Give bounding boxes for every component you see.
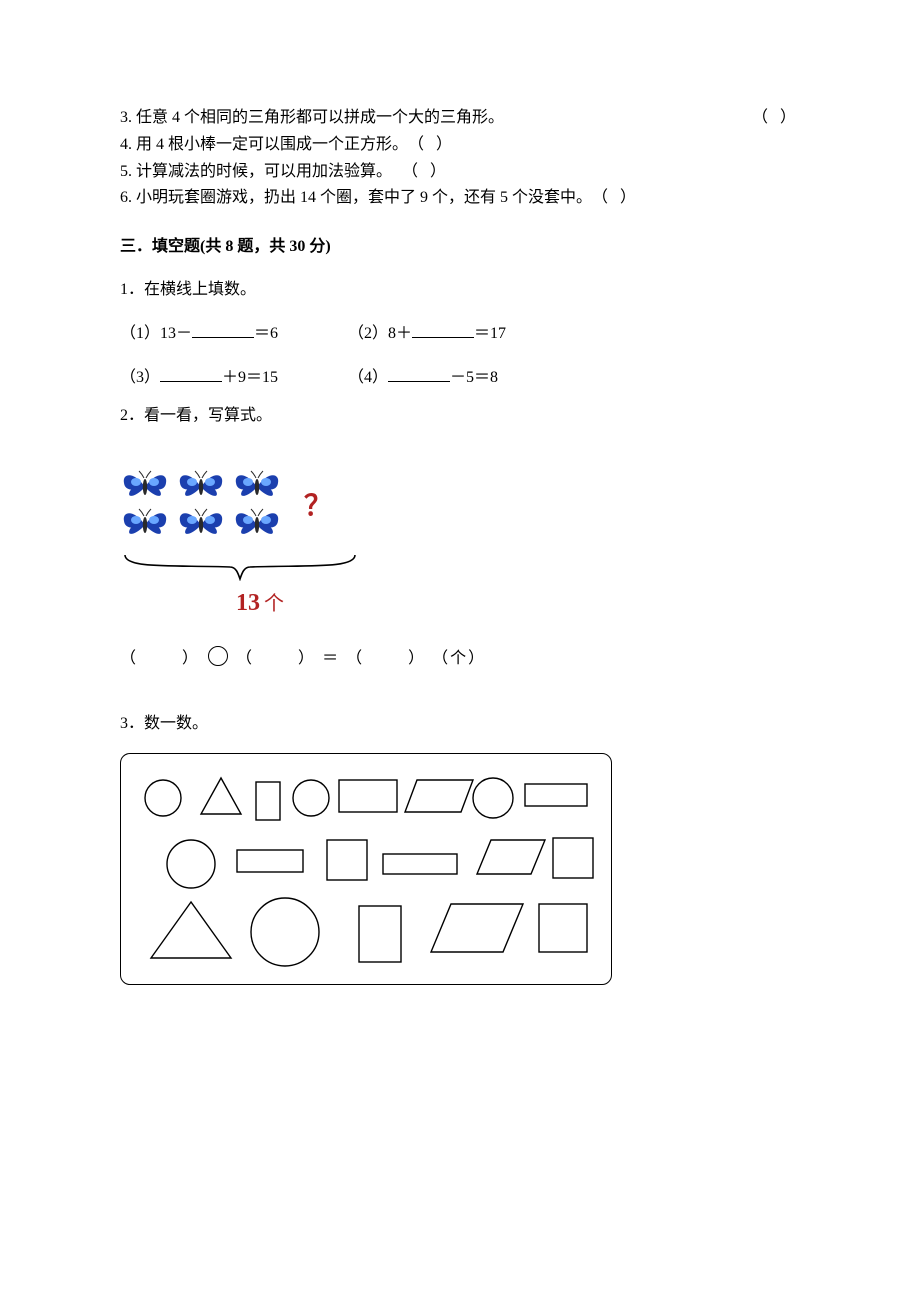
- tf-item: 4. 用 4 根小棒一定可以围成一个正方形。 （ ）: [120, 133, 800, 158]
- operator-circle-icon[interactable]: [208, 646, 228, 666]
- q3-stem: 3．数一数。: [120, 712, 800, 737]
- butterfly-group: [120, 469, 282, 545]
- rectangle-icon: [359, 906, 401, 962]
- triangle-icon: [201, 778, 241, 814]
- tf-num: 6.: [120, 189, 132, 206]
- tf-num: 3.: [120, 109, 132, 126]
- triangle-icon: [151, 902, 231, 958]
- rectangle-icon: [525, 784, 587, 806]
- tf-item: 3. 任意 4 个相同的三角形都可以拼成一个大的三角形。 （ ）: [120, 106, 800, 131]
- q1-item-4: （4）－5＝8: [348, 365, 498, 391]
- butterfly-row: [120, 469, 282, 505]
- q1-item-3: （3）＋9＝15: [120, 365, 278, 391]
- tf-paren[interactable]: （ ）: [402, 160, 450, 185]
- tf-paren[interactable]: （ ）: [752, 106, 800, 131]
- circle-icon: [473, 778, 513, 818]
- square-icon: [539, 904, 587, 952]
- tf-text: 用 4 根小棒一定可以围成一个正方形。: [136, 136, 408, 153]
- shapes-frame: [120, 753, 612, 985]
- circle-icon: [293, 780, 329, 816]
- q1-item-2: （2）8＋＝17: [348, 321, 506, 347]
- tf-num: 5.: [120, 163, 132, 180]
- circle-icon: [251, 898, 319, 966]
- tf-text: 任意 4 个相同的三角形都可以拼成一个大的三角形。: [136, 109, 504, 126]
- question-mark-icon: ？: [304, 485, 332, 528]
- butterfly-icon: [176, 469, 226, 505]
- parallelogram-icon: [405, 780, 473, 812]
- fill-blank[interactable]: [192, 321, 254, 338]
- parallelogram-icon: [477, 840, 545, 874]
- rectangle-icon: [256, 782, 280, 820]
- tf-text: 小明玩套圈游戏，扔出 14 个圈，套中了 9 个，还有 5 个没套中。: [136, 189, 592, 206]
- tf-paren[interactable]: （ ）: [592, 186, 640, 211]
- fill-blank[interactable]: [388, 365, 450, 382]
- q2-stem: 2．看一看，写算式。: [120, 404, 800, 429]
- fill-blank[interactable]: [412, 321, 474, 338]
- square-icon: [327, 840, 367, 880]
- q1-row-2: （3）＋9＝15 （4）－5＝8: [120, 365, 800, 391]
- brace-label: 13个: [120, 585, 400, 622]
- q1-stem: 1．在横线上填数。: [120, 278, 800, 303]
- question-2: 2．看一看，写算式。: [120, 404, 800, 672]
- true-false-list: 3. 任意 4 个相同的三角形都可以拼成一个大的三角形。 （ ） 4. 用 4 …: [120, 106, 800, 211]
- butterfly-icon: [120, 469, 170, 505]
- fill-blank[interactable]: [160, 365, 222, 382]
- square-icon: [553, 838, 593, 878]
- q2-equation: （ ） （ ） ＝ （ ） （个）: [120, 646, 800, 672]
- rectangle-icon: [339, 780, 397, 812]
- q1-row-1: （1）13－＝6 （2）8＋＝17: [120, 321, 800, 347]
- parallelogram-icon: [431, 904, 523, 952]
- butterfly-icon: [176, 507, 226, 543]
- brace-number: 13: [236, 590, 260, 616]
- circle-icon: [145, 780, 181, 816]
- tf-item: 6. 小明玩套圈游戏，扔出 14 个圈，套中了 9 个，还有 5 个没套中。 （…: [120, 186, 800, 211]
- tf-num: 4.: [120, 136, 132, 153]
- butterfly-row: [120, 507, 282, 543]
- section-title: 三．填空题(共 8 题，共 30 分): [120, 235, 800, 260]
- butterfly-icon: [232, 469, 282, 505]
- rectangle-icon: [237, 850, 303, 872]
- butterfly-icon: [232, 507, 282, 543]
- shapes-svg: [121, 754, 611, 984]
- q1-item-1: （1）13－＝6: [120, 321, 278, 347]
- circle-icon: [167, 840, 215, 888]
- rectangle-icon: [383, 854, 457, 874]
- butterfly-figure: ？ 13个: [120, 469, 400, 622]
- brace-unit: 个: [264, 593, 284, 615]
- tf-text: 计算减法的时候，可以用加法验算。: [136, 163, 392, 180]
- question-3: 3．数一数。: [120, 712, 800, 985]
- page: 3. 任意 4 个相同的三角形都可以拼成一个大的三角形。 （ ） 4. 用 4 …: [0, 0, 920, 1302]
- curly-brace-icon: [120, 553, 360, 581]
- butterfly-icon: [120, 507, 170, 543]
- tf-item: 5. 计算减法的时候，可以用加法验算。 （ ）: [120, 160, 800, 185]
- question-1: 1．在横线上填数。 （1）13－＝6 （2）8＋＝17 （3）＋9＝15 （4）…: [120, 278, 800, 390]
- tf-paren[interactable]: （ ）: [408, 133, 456, 158]
